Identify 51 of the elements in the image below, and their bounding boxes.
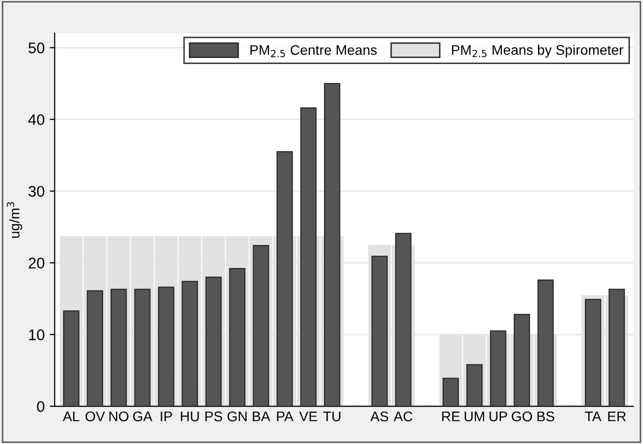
bar [86,290,104,406]
bar [584,298,602,406]
x-tick-label: VE [299,412,318,422]
x-tick-label: UM [464,412,484,422]
legend-label: PM$_{2.5}$ Centre Means [250,45,377,58]
x-tick-label: GA [133,411,152,422]
bar [63,310,80,406]
bar [300,107,317,406]
bar [514,314,530,406]
bar [134,288,151,406]
x-tick-label: BA [252,412,270,422]
x-tick-label: PS [205,411,222,422]
bar [395,232,412,406]
bar [324,82,340,406]
bar [229,268,246,406]
y-axis-title: ug/m$^{3}$ [6,202,22,238]
bar [205,276,222,406]
x-tick-label: IP [160,412,172,422]
x-tick-label: GO [512,411,532,422]
bar [158,286,174,406]
x-tick-label: NO [109,411,128,422]
y-tick-label: 30 [28,186,44,197]
x-tick-label: AS [370,411,388,422]
bar [490,330,506,406]
legend-label: PM$_{2.5}$ Means by Spirometer [452,44,624,58]
bar [252,245,270,406]
bar [537,279,554,406]
x-tick-label: AL [62,412,80,422]
bar [110,288,127,406]
x-tick-label: HU [180,412,199,422]
bar [608,288,625,406]
x-tick-label: OV [86,411,105,422]
y-tick-label: 0 [37,401,44,412]
x-tick-label: TU [323,412,340,422]
y-tick-label: 20 [28,258,44,268]
y-tick-label: 50 [28,42,44,54]
bar [442,378,459,406]
bar [466,364,483,406]
x-tick-label: GN [228,411,247,422]
x-tick-label: ER [608,412,626,422]
y-tick-label: 40 [28,114,44,126]
x-tick-label: RE [442,412,460,422]
y-tick-label: 10 [29,329,44,340]
bar [371,256,388,406]
x-tick-label: AC [394,411,412,422]
x-tick-label: TA [584,412,602,422]
x-tick-label: PA [277,412,294,422]
bar [182,280,198,406]
x-tick-label: BS [537,411,554,422]
x-tick-label: UP [490,412,508,422]
bar [276,151,293,406]
